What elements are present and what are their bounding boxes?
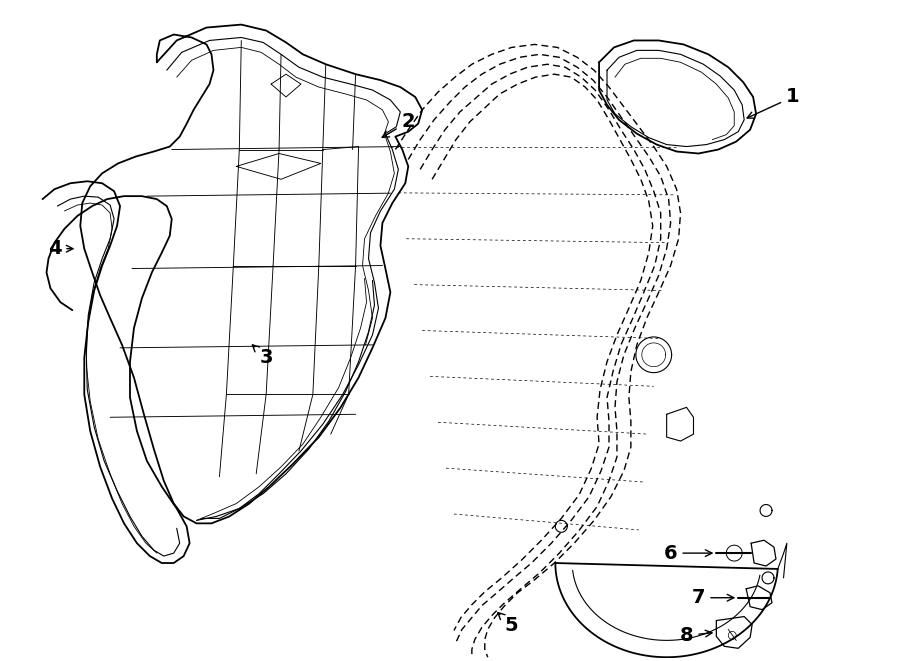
Text: 6: 6 — [664, 543, 712, 563]
Text: 5: 5 — [498, 613, 518, 635]
Text: 8: 8 — [680, 626, 712, 645]
Text: 1: 1 — [747, 87, 800, 118]
Text: 7: 7 — [692, 588, 734, 607]
Text: 2: 2 — [382, 112, 415, 137]
Text: 4: 4 — [48, 239, 73, 258]
Text: 3: 3 — [252, 345, 273, 368]
